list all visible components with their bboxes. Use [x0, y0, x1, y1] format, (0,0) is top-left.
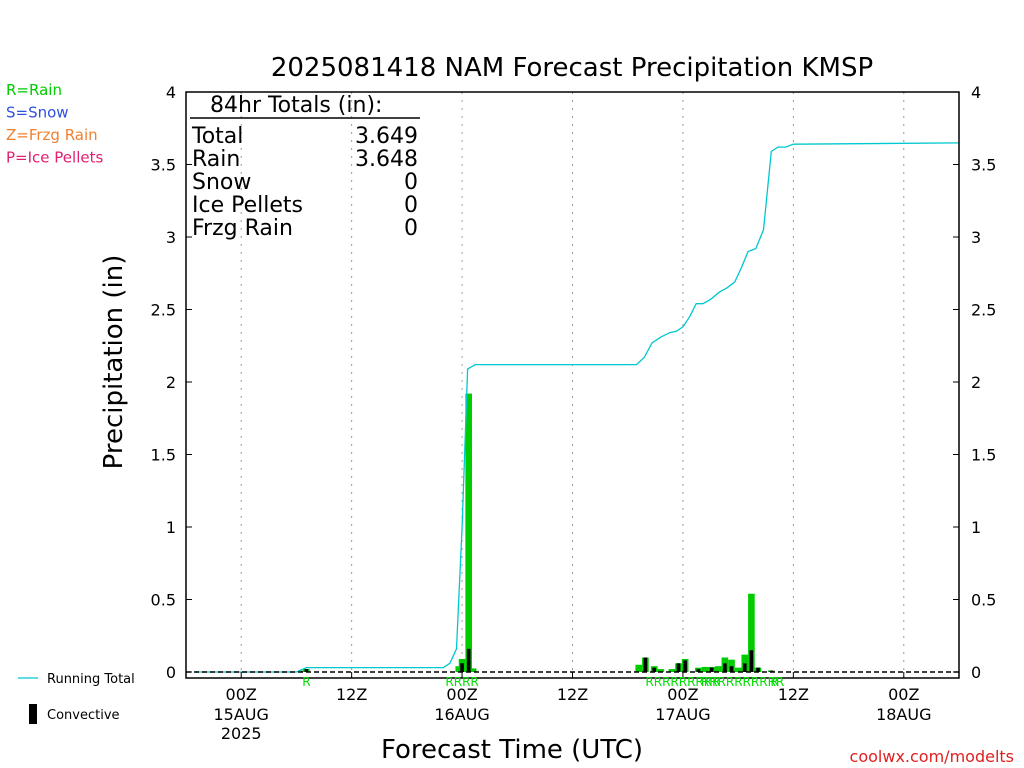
y-tick-label: 0.5	[151, 591, 176, 610]
plot-frame	[185, 91, 960, 679]
totals-value: 3.648	[355, 147, 418, 172]
y-tick-label: 1	[971, 518, 981, 537]
total-bar	[748, 593, 755, 672]
precip-type-label: R	[302, 675, 310, 689]
y-tick-label: 1	[166, 518, 176, 537]
total-bar	[728, 659, 735, 672]
totals-label: Snow	[192, 170, 251, 195]
x-tick-day: 18AUG	[876, 705, 931, 724]
x-tick-label: 00Z	[667, 685, 698, 704]
x-tick-label: 00Z	[888, 685, 919, 704]
series-legend-label: Running Total	[47, 672, 135, 687]
x-tick-label: 12Z	[336, 685, 367, 704]
convective-swatch	[29, 704, 37, 724]
chart-title: 2025081418 NAM Forecast Precipitation KM…	[271, 53, 873, 83]
credit-text: coolwx.com/modelts	[850, 747, 1014, 766]
total-bar	[635, 664, 643, 672]
y-tick-label: 0.5	[971, 591, 996, 610]
y-tick-label: 4	[971, 83, 981, 102]
precip-type-label: RRRRRRRRR	[645, 675, 720, 689]
precip-type-legend: R=Rain S=Snow Z=Frzg Rain P=Ice Pellets	[6, 81, 103, 167]
precip-type-label: RRRR	[445, 675, 478, 689]
precip-type-label: RRRRRRRRRR	[701, 675, 784, 689]
convective-bar	[676, 663, 681, 672]
y-tick-label: 0	[971, 663, 981, 682]
convective-bar	[466, 648, 471, 672]
total-bars	[300, 393, 775, 672]
legend-top-item: R=Rain	[6, 81, 62, 99]
x-tick-label: 00Z	[226, 685, 257, 704]
total-bar	[714, 666, 722, 672]
total-bar	[668, 669, 676, 672]
x-tick-day: 17AUG	[655, 705, 710, 724]
x-tick-day: 16AUG	[434, 705, 489, 724]
running-total-line	[194, 142, 960, 673]
totals-label: Total	[191, 124, 243, 149]
legend-top-item: P=Ice Pellets	[6, 149, 103, 167]
grid	[240, 92, 905, 678]
totals-value: 3.649	[355, 124, 418, 149]
convective-bar	[460, 663, 464, 672]
y-tick-label: 3	[971, 228, 981, 247]
totals-value: 0	[404, 193, 418, 218]
convective-bar	[304, 669, 309, 672]
y-tick-label: 2	[166, 373, 176, 392]
total-bar	[455, 666, 463, 672]
y-tick-label: 2	[971, 373, 981, 392]
y-tick-label: 4	[166, 83, 176, 102]
totals-label: Frzg Rain	[192, 216, 293, 241]
legend-top-item: S=Snow	[6, 104, 69, 122]
totals-label: Ice Pellets	[192, 193, 303, 218]
x-tick-label: 12Z	[557, 685, 588, 704]
convective-bar	[652, 667, 657, 672]
x-tick-day: 15AUG	[214, 705, 269, 724]
total-bar	[657, 669, 665, 672]
total-bar	[465, 393, 473, 672]
x-tick-label: 12Z	[778, 685, 809, 704]
convective-bar	[749, 650, 754, 672]
convective-bar	[723, 663, 727, 672]
totals-value: 0	[404, 216, 418, 241]
x-axis-title: Forecast Time (UTC)	[381, 735, 643, 765]
total-bar	[701, 666, 709, 672]
totals-label: Rain	[192, 147, 240, 172]
y-tick-label: 2.5	[971, 301, 996, 320]
y-tick-label: 0	[166, 663, 176, 682]
x-tick-label: 00Z	[446, 685, 477, 704]
convective-bar	[756, 667, 760, 672]
total-bar	[469, 668, 477, 672]
series-legend: Running Total Convective	[18, 672, 135, 724]
y-tick-label: 3	[166, 228, 176, 247]
y-tick-label: 3.5	[151, 156, 176, 175]
totals-value: 0	[404, 170, 418, 195]
totals-box: 84hr Totals (in): Total 3.649 Rain 3.648 Snow…	[190, 93, 420, 241]
y-axis-right: 0 0.5 1 1.5 2 2.5 3 3.5 4	[953, 83, 996, 682]
convective-bar	[742, 663, 747, 672]
convective-bar	[683, 660, 687, 672]
totals-heading: 84hr Totals (in):	[210, 93, 382, 118]
total-bar	[734, 667, 742, 672]
convective-bar	[643, 657, 648, 672]
x-tick-year: 2025	[221, 724, 262, 743]
precip-type-label: R	[770, 675, 778, 689]
y-tick-label: 1.5	[151, 446, 176, 465]
series-legend-label: Convective	[47, 708, 120, 723]
convective-bar	[709, 667, 714, 672]
convective-bars	[304, 648, 774, 672]
legend-top-item: Z=Frzg Rain	[6, 126, 98, 144]
convective-bar	[729, 666, 734, 672]
y-tick-label: 3.5	[971, 156, 996, 175]
y-tick-label: 1.5	[971, 446, 996, 465]
y-axis-title: Precipitation (in)	[99, 255, 129, 470]
y-tick-label: 2.5	[151, 301, 176, 320]
y-axis-left: 0 0.5 1 1.5 2 2.5 3 3.5 4	[151, 83, 192, 682]
convective-bar	[696, 669, 701, 672]
